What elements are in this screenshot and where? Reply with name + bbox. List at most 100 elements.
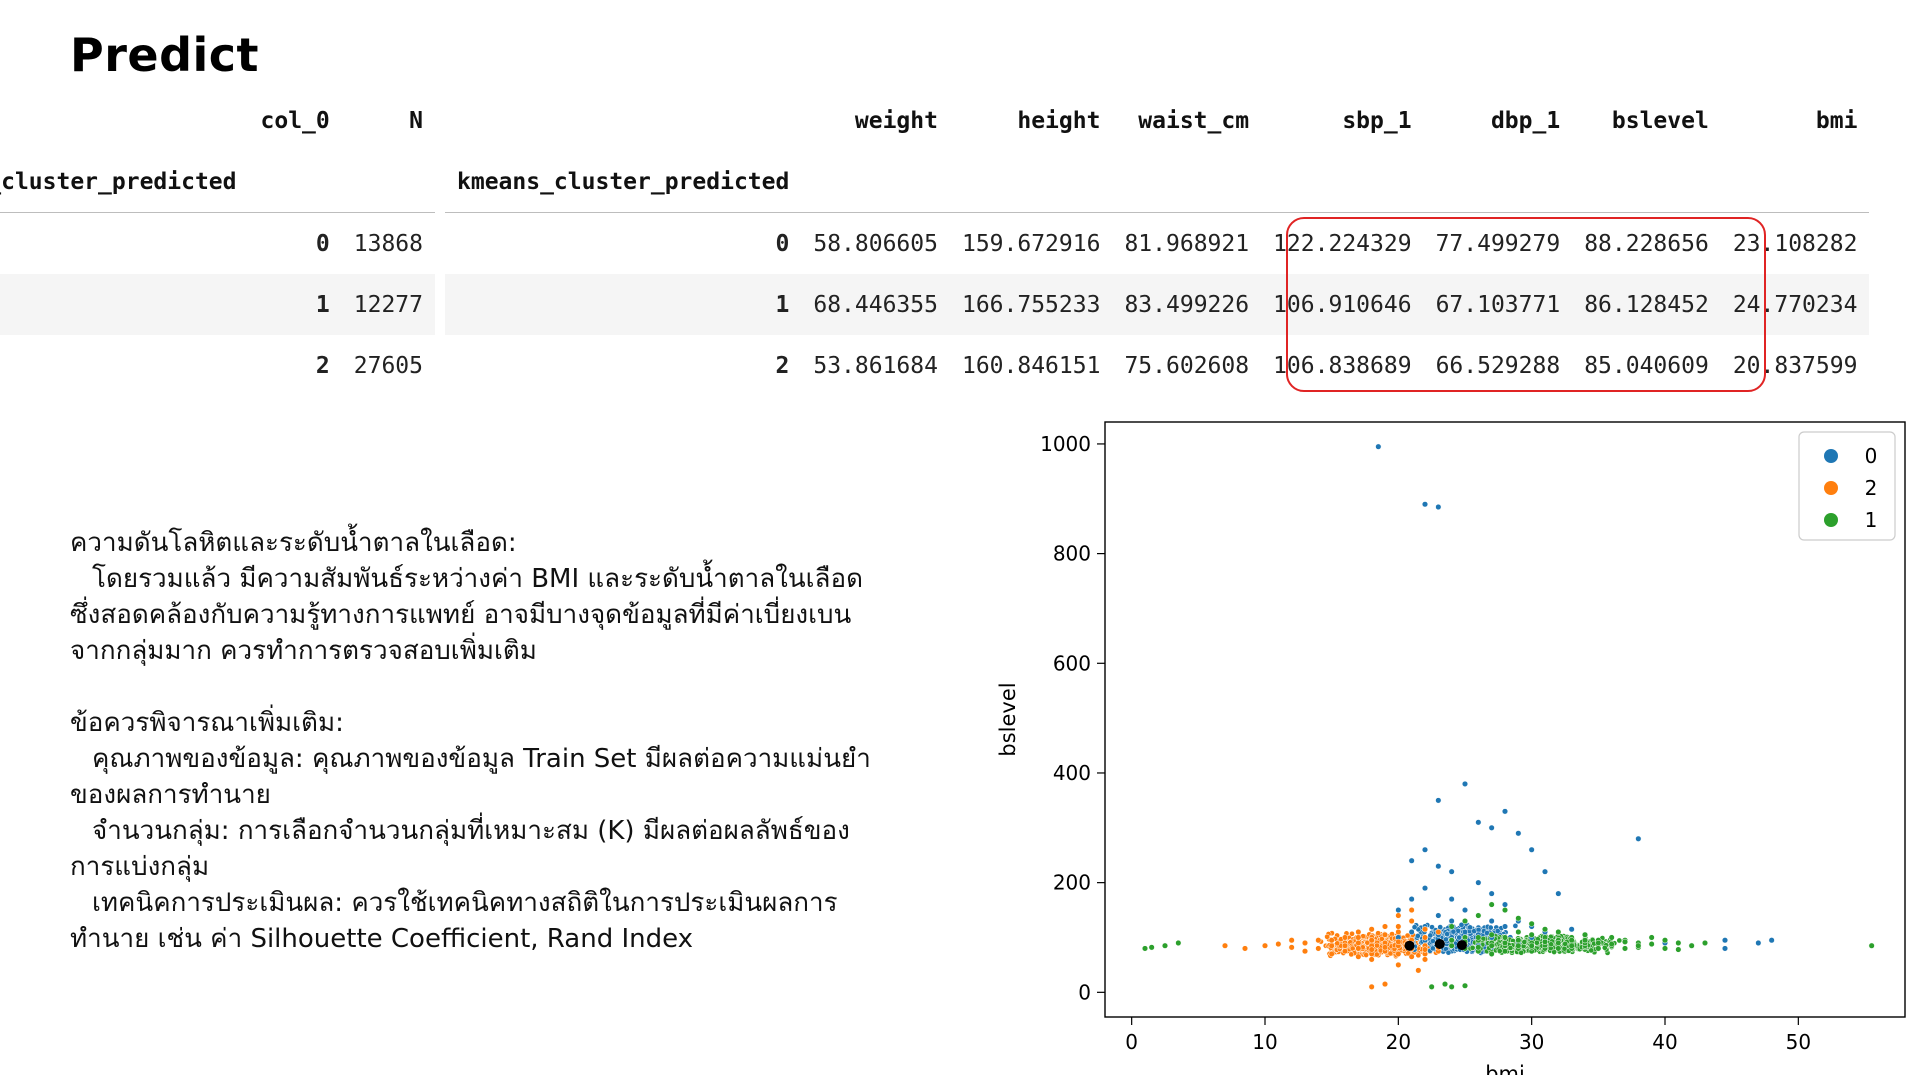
- y-tick-label: 0: [1078, 980, 1091, 1004]
- point-series-1: [1141, 945, 1149, 952]
- point-series-2: [1421, 946, 1429, 953]
- cell: 166.755233: [949, 274, 1113, 335]
- centroid-point: [1434, 938, 1445, 949]
- table2-index-name: kmeans_cluster_predicted: [445, 151, 802, 213]
- point-series-0: [1448, 896, 1455, 903]
- table-row: 1 68.446355 166.755233 83.499226 106.910…: [445, 274, 1870, 335]
- point-series-1: [1688, 942, 1695, 949]
- point-series-0: [1512, 923, 1519, 929]
- table1-col-header: col_0: [260, 107, 330, 134]
- point-series-2: [1368, 956, 1375, 963]
- legend: [1798, 431, 1896, 541]
- point-series-1: [1175, 939, 1182, 947]
- point-series-2: [1341, 948, 1349, 955]
- point-series-0: [1721, 945, 1729, 952]
- cell: 106.910646: [1261, 274, 1424, 335]
- point-series-1: [1581, 931, 1589, 938]
- cluster-count-table: col_0 N eans_cluster_predicted 0 13868 1…: [0, 90, 435, 396]
- cell: 83.499226: [1112, 274, 1262, 335]
- column-header-bslevel: bslevel: [1611, 107, 1709, 134]
- cell: 75.602608: [1124, 352, 1250, 379]
- point-series-2: [1421, 934, 1429, 941]
- point-series-0: [1421, 885, 1429, 892]
- point-series-1: [1448, 942, 1455, 949]
- cell: 160.846151: [961, 352, 1101, 379]
- point-series-2: [1355, 928, 1362, 936]
- point-series-0: [1488, 824, 1495, 831]
- point-series-1: [1428, 983, 1435, 990]
- point-series-2: [1421, 956, 1429, 963]
- column-header-height: height: [1017, 107, 1101, 134]
- point-series-0: [1448, 917, 1455, 925]
- point-series-2: [1415, 967, 1422, 974]
- point-series-1: [1541, 938, 1549, 945]
- point-series-1: [1480, 935, 1487, 942]
- cell: 67.103771: [1423, 274, 1573, 335]
- point-series-0: [1515, 830, 1522, 837]
- point-series-1: [1701, 939, 1709, 947]
- table1-index-name: eans_cluster_predicted: [0, 151, 249, 213]
- point-series-1: [1488, 942, 1495, 949]
- x-tick-label: 50: [1786, 1030, 1811, 1054]
- point-series-2: [1355, 939, 1362, 947]
- point-series-1: [1555, 939, 1562, 947]
- row-index: 1: [248, 274, 342, 335]
- point-series-1: [1501, 948, 1509, 955]
- point-series-2: [1241, 945, 1249, 952]
- point-series-1: [1661, 945, 1669, 952]
- cell: 66.529288: [1435, 352, 1561, 379]
- x-tick-label: 30: [1519, 1030, 1544, 1054]
- point-series-1: [1501, 939, 1509, 947]
- point-series-1: [1475, 944, 1482, 951]
- note-line: ทำนาย เช่น ค่า Silhouette Coefficient, R…: [70, 924, 694, 954]
- x-tick-label: 10: [1252, 1030, 1277, 1054]
- page-title: Predict: [70, 28, 260, 82]
- plot-area: [1104, 421, 1906, 1018]
- point-series-1: [1488, 931, 1495, 938]
- point-series-2: [1348, 951, 1355, 958]
- point-series-2: [1395, 938, 1402, 945]
- cluster-means-table: weight height waist_cm sbp_1 dbp_1 bslev…: [445, 90, 1870, 396]
- note-line: ของผลการทำนาย: [70, 780, 271, 810]
- point-series-2: [1395, 950, 1402, 957]
- point-series-1: [1568, 937, 1575, 944]
- point-series-1: [1461, 982, 1469, 989]
- point-series-1: [1441, 981, 1449, 988]
- point-series-1: [1675, 946, 1682, 953]
- point-series-2: [1355, 945, 1362, 952]
- point-series-2: [1381, 923, 1389, 930]
- point-series-2: [1341, 934, 1349, 941]
- section1-heading: ความดันโลหิตและระดับน้ำตาลในเลือด:: [70, 528, 517, 558]
- point-series-0: [1635, 835, 1642, 842]
- point-series-1: [1616, 937, 1623, 944]
- point-series-0: [1395, 907, 1402, 914]
- note-line: ซึ่งสอดคล้องกับความรู้ทางการแพทย์ อาจมีบ…: [70, 600, 852, 630]
- point-series-2: [1415, 952, 1422, 959]
- point-series-2: [1261, 942, 1269, 949]
- point-series-0: [1421, 501, 1429, 508]
- point-series-0: [1414, 933, 1421, 939]
- point-series-0: [1501, 808, 1509, 815]
- point-series-0: [1435, 503, 1442, 511]
- point-series-2: [1395, 928, 1402, 936]
- point-series-2: [1395, 961, 1402, 968]
- legend-label: 0: [1865, 444, 1878, 468]
- note-line: โดยรวมแล้ว มีความสัมพันธ์ระหว่างค่า BMI …: [92, 564, 863, 594]
- table1-index-header: [0, 90, 249, 151]
- point-series-1: [1548, 941, 1554, 948]
- point-series-2: [1408, 907, 1415, 914]
- point-series-0: [1568, 926, 1575, 933]
- point-series-2: [1373, 951, 1380, 958]
- point-series-0: [1461, 780, 1469, 787]
- y-axis-label: bslevel: [996, 682, 1020, 756]
- point-series-1: [1562, 940, 1569, 947]
- point-series-0: [1443, 936, 1449, 943]
- point-series-0: [1408, 857, 1415, 864]
- point-series-1: [1601, 944, 1608, 951]
- cell: 53.861684: [813, 352, 938, 379]
- section2-heading: ข้อควรพิจารณาเพิ่มเติม:: [70, 708, 344, 738]
- point-series-1: [1501, 907, 1509, 914]
- row-index: 2: [775, 352, 790, 379]
- y-tick-label: 600: [1053, 651, 1091, 675]
- point-series-0: [1488, 917, 1495, 925]
